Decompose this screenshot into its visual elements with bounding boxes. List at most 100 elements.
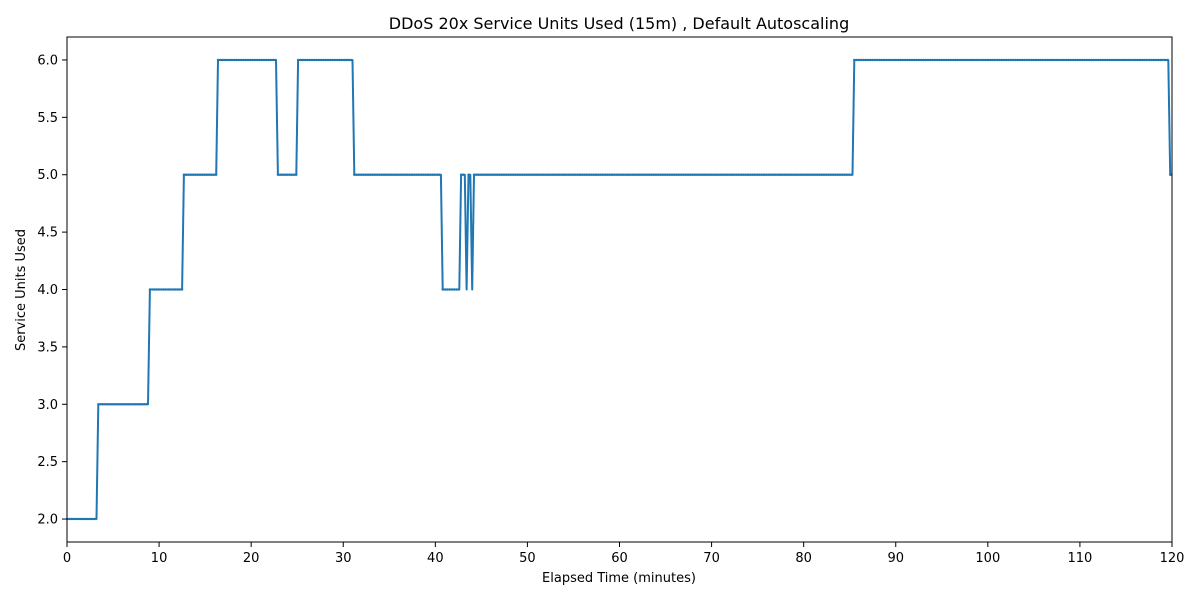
data-point <box>910 58 914 62</box>
data-point <box>313 58 316 62</box>
data-point <box>728 173 731 176</box>
plot-frame <box>66 36 1173 543</box>
data-point <box>242 58 245 62</box>
data-point <box>903 58 907 62</box>
data-point <box>537 173 540 176</box>
data-point <box>1140 58 1144 62</box>
data-point <box>532 173 536 176</box>
data-point <box>371 173 374 176</box>
data-point <box>285 173 289 176</box>
data-point <box>1014 58 1017 62</box>
data-point <box>756 173 759 176</box>
data-point <box>581 173 584 176</box>
data-point <box>88 517 92 521</box>
data-point <box>415 173 418 176</box>
data-point <box>883 58 886 62</box>
data-point <box>956 58 960 62</box>
data-point <box>319 58 323 62</box>
data-point <box>942 58 946 62</box>
data-point <box>790 173 793 176</box>
data-point <box>624 173 628 176</box>
data-point <box>707 173 710 176</box>
data-point <box>991 58 994 62</box>
data-point <box>1094 58 1098 62</box>
data-point <box>171 288 175 291</box>
data-point <box>295 173 298 176</box>
data-point <box>75 517 78 521</box>
data-point <box>836 173 839 176</box>
data-point <box>383 173 386 176</box>
data-point <box>1046 58 1049 62</box>
data-point <box>772 173 775 176</box>
data-point <box>131 403 134 406</box>
data-point <box>922 58 925 62</box>
data-point <box>947 58 950 62</box>
data-point <box>659 173 662 176</box>
data-point <box>281 173 284 176</box>
data-point <box>253 58 256 62</box>
data-point <box>1085 58 1089 62</box>
data-point <box>433 173 437 176</box>
data-point <box>301 58 304 62</box>
data-point <box>203 173 206 176</box>
data-point <box>938 58 941 62</box>
data-point <box>776 173 780 176</box>
data-point <box>366 173 370 176</box>
data-point <box>977 58 980 62</box>
data-point <box>317 58 320 62</box>
data-point <box>283 173 286 176</box>
data-point <box>873 58 877 62</box>
data-point <box>1113 58 1116 62</box>
data-point <box>97 403 100 406</box>
data-point <box>511 173 515 176</box>
data-point <box>81 517 85 521</box>
data-point <box>744 173 747 176</box>
data-point <box>153 288 156 291</box>
data-point <box>1145 58 1148 62</box>
data-point <box>387 173 390 176</box>
data-point <box>110 403 114 406</box>
data-point <box>949 58 953 62</box>
data-point <box>129 403 132 406</box>
data-point <box>1099 58 1102 62</box>
data-point <box>919 58 923 62</box>
data-point <box>396 173 400 176</box>
data-point <box>479 173 483 176</box>
data-point <box>767 173 770 176</box>
data-point <box>329 58 332 62</box>
data-point <box>1025 58 1029 62</box>
data-point <box>924 58 927 62</box>
data-point <box>308 58 311 62</box>
data-point <box>663 173 667 176</box>
data-point <box>544 173 547 176</box>
data-point <box>894 58 897 62</box>
data-point <box>338 58 341 62</box>
data-point <box>333 58 337 62</box>
data-point <box>1039 58 1043 62</box>
data-point <box>155 288 158 291</box>
data-point <box>380 173 384 176</box>
data-point <box>389 173 393 176</box>
data-point <box>869 58 872 62</box>
data-point <box>93 517 96 521</box>
data-point <box>394 173 397 176</box>
data-point <box>906 58 909 62</box>
data-point <box>169 288 172 291</box>
data-point <box>848 173 851 176</box>
data-point <box>347 58 350 62</box>
data-point <box>721 173 724 176</box>
data-point <box>551 173 554 176</box>
data-point <box>189 173 193 176</box>
data-point <box>762 173 766 176</box>
data-point <box>1069 58 1072 62</box>
y-tick-label: 5.5 <box>37 111 58 126</box>
data-point <box>288 173 291 176</box>
data-point <box>453 288 456 291</box>
data-point <box>477 173 480 176</box>
data-point <box>1021 58 1024 62</box>
data-point <box>693 173 697 176</box>
data-point <box>345 58 348 62</box>
data-point <box>180 288 184 291</box>
data-point <box>931 58 934 62</box>
data-point <box>340 58 344 62</box>
